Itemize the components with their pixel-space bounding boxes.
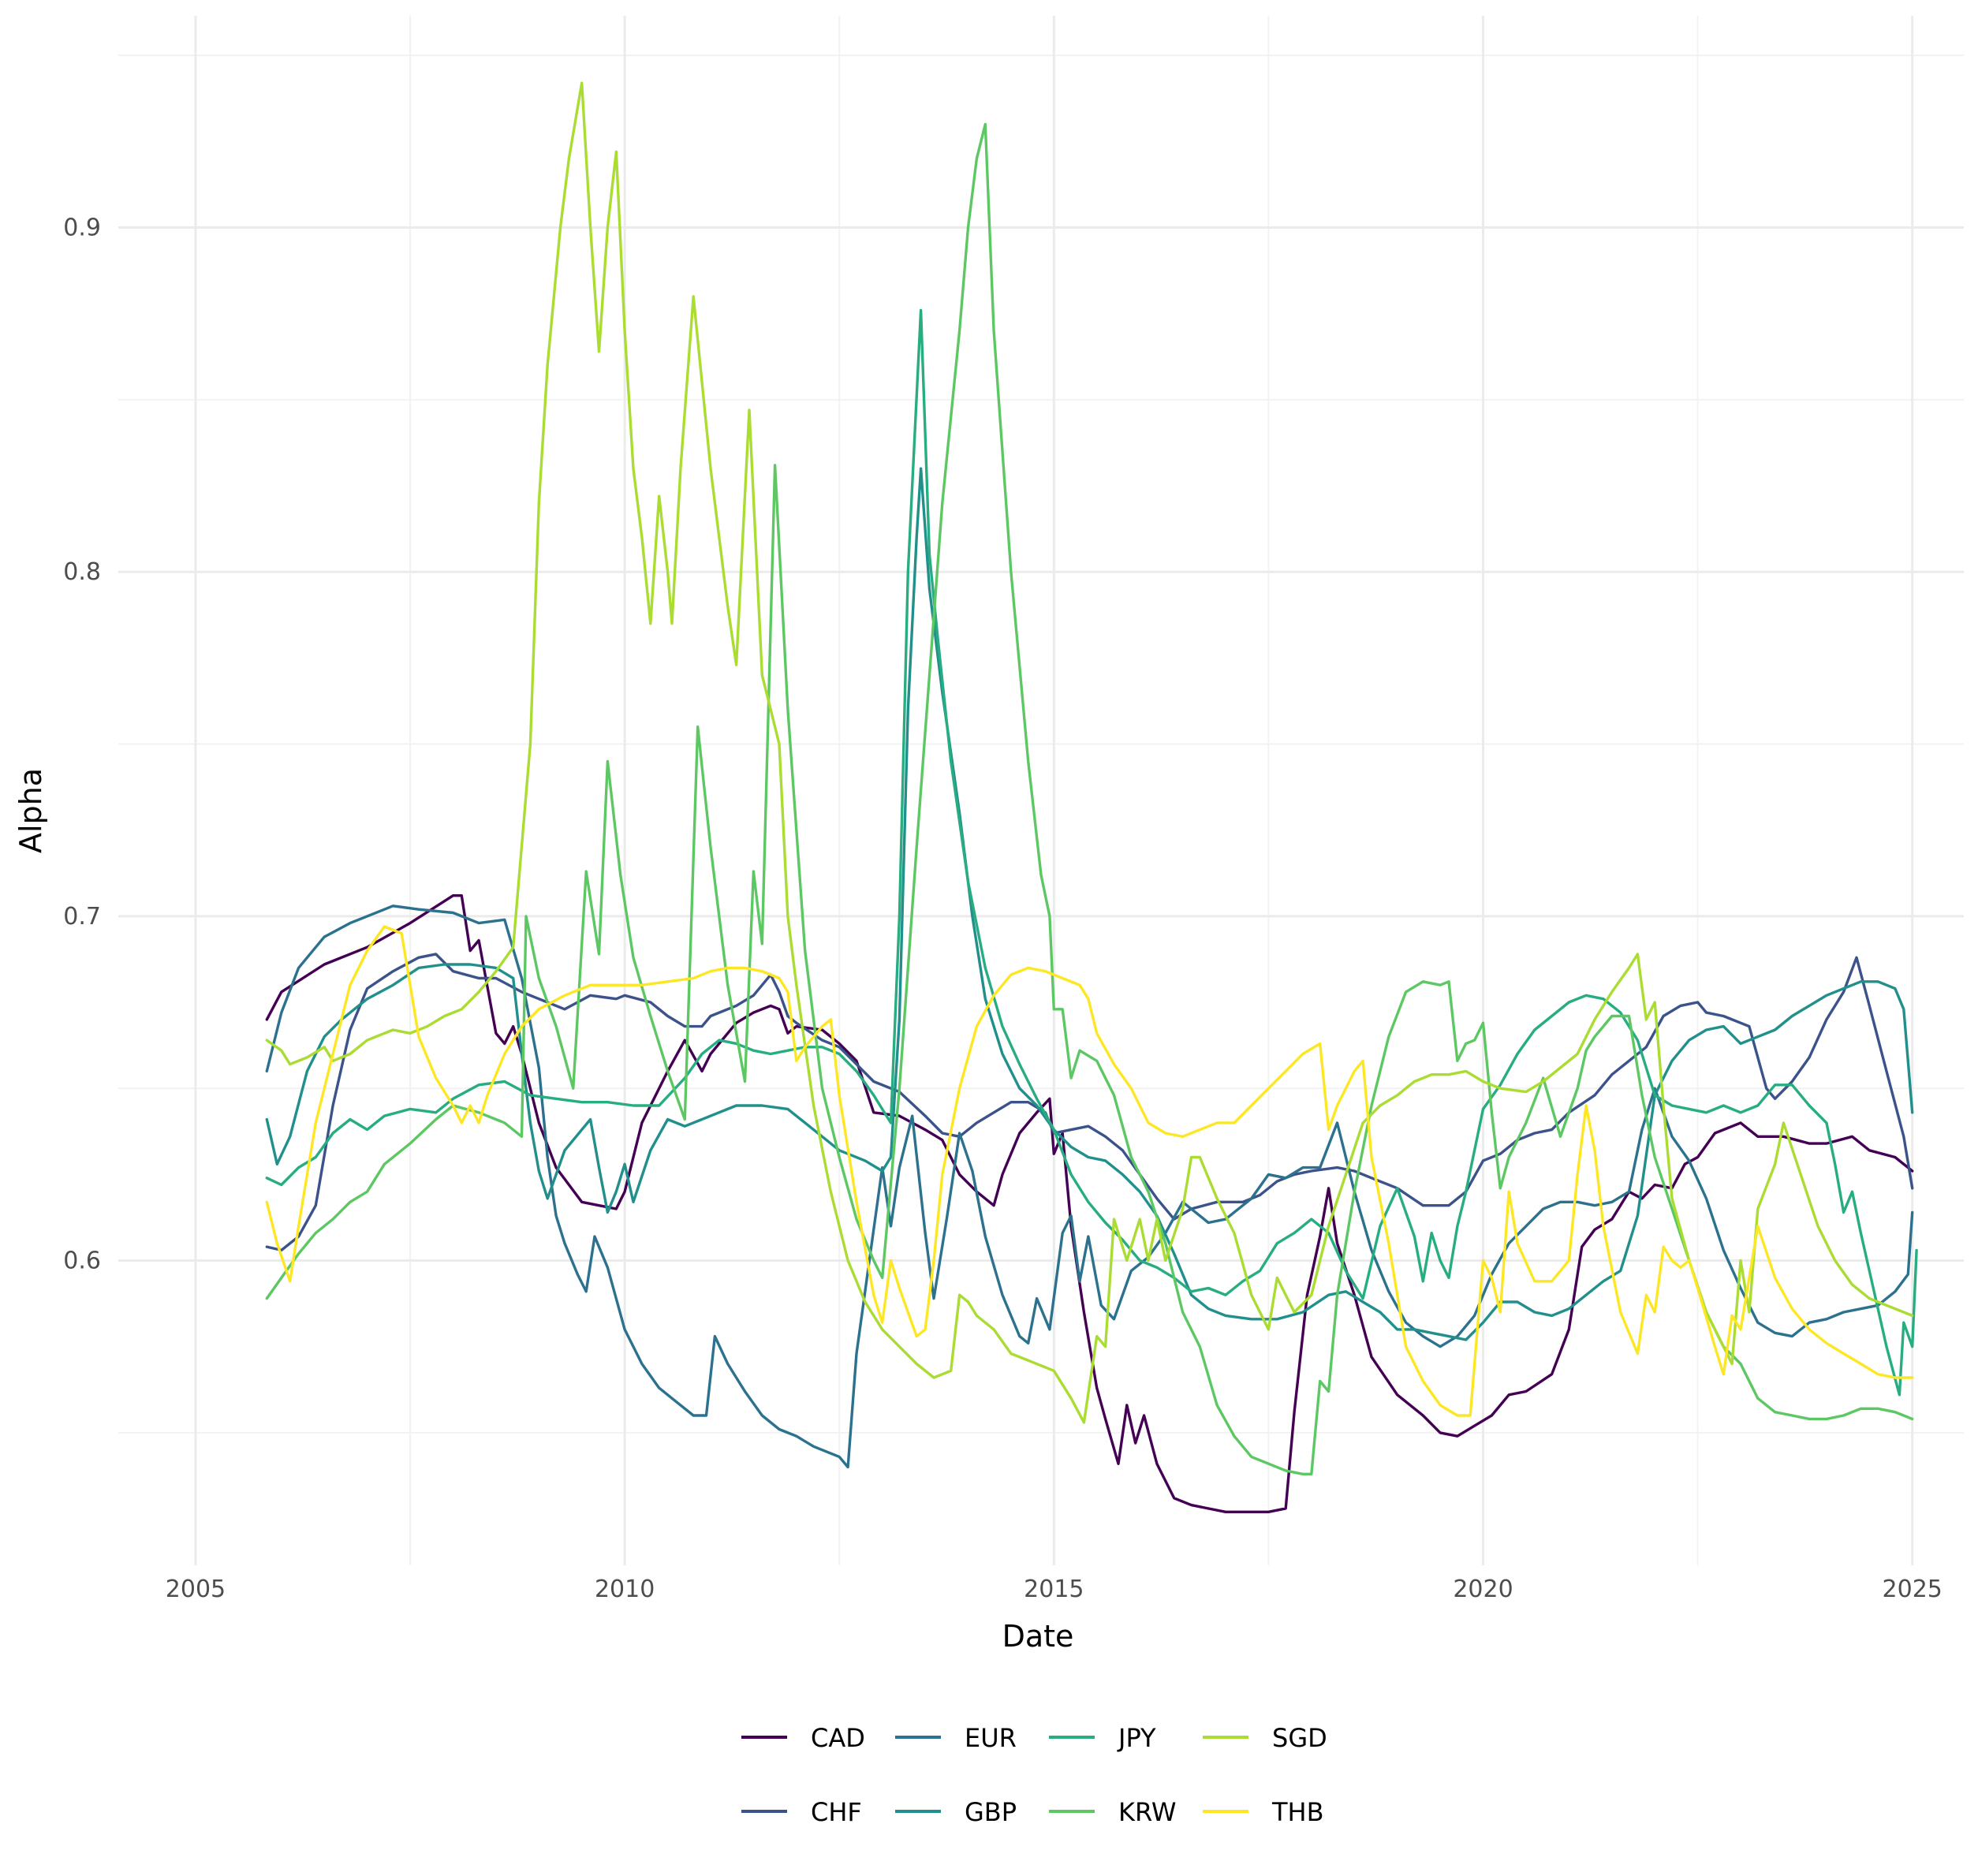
minor-gridlines (118, 16, 1964, 1565)
series-line-gbp (265, 467, 1914, 1341)
y-axis-title: Alpha (13, 768, 48, 853)
legend-item-cad: CAD (741, 1723, 865, 1753)
legend-item-thb: THB (1203, 1797, 1324, 1827)
legend-item-jpy: JPY (1049, 1723, 1156, 1753)
legend-item-sgd: SGD (1203, 1723, 1327, 1753)
series-line-eur (265, 904, 1914, 1469)
legend-label: EUR (965, 1723, 1017, 1753)
legend-item-chf: CHF (741, 1797, 862, 1827)
y-axis-tick-labels: 0.6 0.7 0.8 0.9 (63, 214, 101, 1275)
legend-item-krw: KRW (1049, 1797, 1177, 1827)
series-line-thb (265, 925, 1914, 1417)
x-tick-label: 2005 (166, 1576, 226, 1603)
x-axis-title: Date (1002, 1619, 1074, 1654)
series-lines (265, 81, 1918, 1513)
legend-item-gbp: GBP (895, 1797, 1017, 1827)
x-tick-label: 2015 (1024, 1576, 1084, 1603)
legend: CAD CHF EUR GBP JPY KRW SGD THB (741, 1723, 1327, 1827)
major-gridlines (118, 16, 1964, 1565)
legend-label: THB (1271, 1797, 1324, 1827)
x-tick-label: 2020 (1453, 1576, 1513, 1603)
x-tick-label: 2025 (1883, 1576, 1943, 1603)
y-tick-label: 0.9 (63, 214, 101, 242)
legend-label: SGD (1272, 1723, 1327, 1753)
legend-label: CAD (811, 1723, 865, 1753)
legend-item-eur: EUR (895, 1723, 1017, 1753)
legend-label: GBP (965, 1797, 1017, 1827)
x-tick-label: 2010 (595, 1576, 655, 1603)
series-line-krw (265, 122, 1914, 1475)
series-line-sgd (265, 81, 1914, 1424)
legend-label: CHF (811, 1797, 862, 1827)
series-line-jpy (265, 308, 1918, 1397)
y-tick-label: 0.6 (63, 1248, 101, 1275)
y-tick-label: 0.8 (63, 558, 101, 586)
x-axis-tick-labels: 2005 2010 2015 2020 2025 (166, 1576, 1943, 1603)
y-tick-label: 0.7 (63, 903, 101, 931)
legend-label: KRW (1118, 1797, 1177, 1827)
legend-label: JPY (1117, 1723, 1156, 1753)
